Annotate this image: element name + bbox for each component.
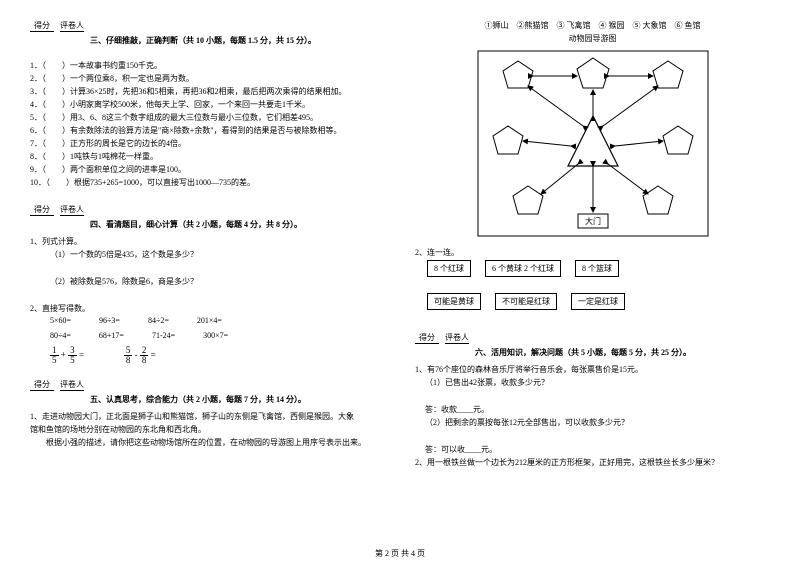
calc: 300×7= <box>203 331 228 340</box>
section5-title: 五、认真思考，综合能力（共 2 小题，每题 7 分，共 14 分）。 <box>90 394 385 405</box>
frac-expr-2: 58 - 28 = <box>124 346 156 365</box>
q3-6: 6．（ ）有余数除法的验算方法是"商×除数+余数"，看得到的结果是否与被除数相等… <box>30 125 385 137</box>
q3-9: 9．（ ）两个面积单位之间的进率是100。 <box>30 164 385 176</box>
q6-1b: （2）把剩余的票按每张12元全部售出，可以收款多少元？ <box>425 417 770 429</box>
q4-1a: （1）一个数的5倍是435，这个数是多少？ <box>50 249 385 260</box>
q3-3: 3．（ ）计算36×25时，先把36和5相乘，再把36和2相乘，最后把两次乘得的… <box>30 86 385 98</box>
calc: 68+17= <box>99 331 124 340</box>
q4-1b: （2）被除数是576，除数是6，商是多少？ <box>50 276 385 287</box>
section4-title: 四、看清题目，细心计算（共 2 小题，每题 4 分，共 8 分）。 <box>90 219 385 230</box>
boxes-top: 8 个红球 6 个黄球 2 个红球 8 个篮球 <box>427 260 770 277</box>
zoo-diagram: 大门 <box>473 46 713 241</box>
grader-label: 评卷人 <box>60 379 84 391</box>
score-box-sec4: 得分 评卷人 <box>30 204 385 216</box>
ans6-1: 答：收款____元。 <box>425 404 770 416</box>
calc: 80÷4= <box>50 331 71 340</box>
calc: 5×60= <box>50 316 71 325</box>
frac-row: 15 + 35 = 58 - 28 = <box>50 346 385 365</box>
boxes-bottom: 可能是黄球 不可能是红球 一定是红球 <box>427 293 770 310</box>
section6-title: 六、活用知识，解决问题（共 5 小题，每题 5 分，共 25 分）。 <box>475 347 770 358</box>
page-container: 得分 评卷人 三、仔细推敲，正确判断（共 10 小题，每题 1.5 分，共 15… <box>0 0 800 485</box>
calc: 96÷3= <box>99 316 120 325</box>
q3-10: 10．（ ）根据735+265=1000，可以直接写出1000—735的差。 <box>30 177 385 189</box>
zoo-title: 动物园导游图 <box>415 33 770 44</box>
q5-1b: 馆和鱼馆的场地分别在动物园的东北角和西北角。 <box>30 424 385 436</box>
gate-label: 大门 <box>585 216 601 226</box>
q6-1a: （1）已售出42张票，收款多少元？ <box>425 377 770 389</box>
calc-row-1: 5×60= 96÷3= 84÷2= 201×4= <box>50 316 385 325</box>
q5-1a: 1、走进动物园大门，正北面是狮子山和熊猫馆，狮子山的东侧是飞禽馆，西侧是猴园。大… <box>30 411 385 423</box>
calc-row-2: 80÷4= 68+17= 71-24= 300×7= <box>50 331 385 340</box>
q4-2: 2、直接写得数。 <box>30 303 385 315</box>
box: 8 个篮球 <box>575 260 619 277</box>
q6-2: 2、用一根铁丝做一个边长为212厘米的正方形框架，正好用完，这根铁丝长多少厘米？ <box>415 457 770 469</box>
q5-1c: 根据小强的描述，请你把这些动物场馆所在的位置，在动物园的导游图上用序号表示出来。 <box>30 437 385 449</box>
score-label: 得分 <box>30 20 54 32</box>
q3-8: 8．（ ）1吨铁与1吨棉花一样重。 <box>30 151 385 163</box>
calc: 71-24= <box>152 331 175 340</box>
right-column: ①狮山 ②熊猫馆 ③ 飞禽馆 ④ 猴园 ⑤ 大象馆 ⑥ 鱼馆 动物园导游图 <box>415 20 770 470</box>
calc: 84÷2= <box>148 316 169 325</box>
q3-5: 5．（ ）用3、6、8这三个数字组成的最大三位数与最小三位数，它们相差495。 <box>30 112 385 124</box>
score-box-sec6: 得分 评卷人 <box>415 332 770 344</box>
score-label: 得分 <box>30 379 54 391</box>
q3-1: 1．（ ）一本故事书约重150千克。 <box>30 60 385 72</box>
box: 不可能是红球 <box>495 293 557 310</box>
q3-2: 2．（ ）一个两位乘8，积一定也是两为数。 <box>30 73 385 85</box>
section3-title: 三、仔细推敲，正确判断（共 10 小题，每题 1.5 分，共 15 分）。 <box>90 35 385 46</box>
frac-expr-1: 15 + 35 = <box>50 346 84 365</box>
score-box-sec3: 得分 评卷人 <box>30 20 385 32</box>
grader-label: 评卷人 <box>445 332 469 344</box>
score-box-sec5: 得分 评卷人 <box>30 379 385 391</box>
q4-1: 1、列式计算。 <box>30 236 385 248</box>
score-label: 得分 <box>415 332 439 344</box>
zoo-legend: ①狮山 ②熊猫馆 ③ 飞禽馆 ④ 猴园 ⑤ 大象馆 ⑥ 鱼馆 <box>415 20 770 31</box>
box: 6 个黄球 2 个红球 <box>485 260 561 277</box>
grader-label: 评卷人 <box>60 204 84 216</box>
page-footer: 第 2 页 共 4 页 <box>0 548 800 559</box>
q3-7: 7．（ ）正方形的周长是它的边长的4倍。 <box>30 138 385 150</box>
ans6-2: 答：可以收____元。 <box>425 444 770 456</box>
q3-4: 4．（ ）小明家离学校500米，他每天上学、回家，一个来回一共要走1千米。 <box>30 99 385 111</box>
left-column: 得分 评卷人 三、仔细推敲，正确判断（共 10 小题，每题 1.5 分，共 15… <box>30 20 385 470</box>
box: 8 个红球 <box>427 260 471 277</box>
score-label: 得分 <box>30 204 54 216</box>
box: 可能是黄球 <box>427 293 481 310</box>
grader-label: 评卷人 <box>60 20 84 32</box>
box: 一定是红球 <box>571 293 625 310</box>
calc: 201×4= <box>197 316 222 325</box>
q-connect: 2、连一连。 <box>415 247 770 259</box>
q6-1: 1、有76个座位的森林音乐厅将举行音乐会，每张票售价是15元。 <box>415 364 770 376</box>
